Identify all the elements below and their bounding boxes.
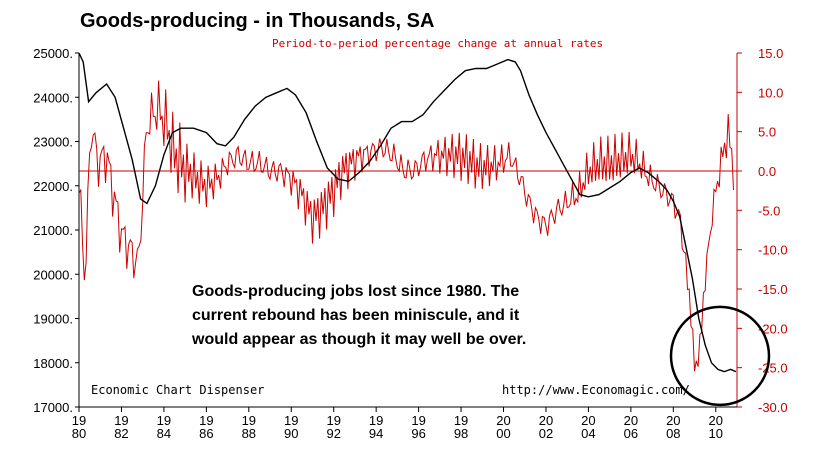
x-axis-tick-label-top: 20 — [666, 413, 680, 428]
annotation-line-1: Goods-producing jobs lost since 1980. Th… — [192, 283, 519, 300]
highlight-circle — [669, 305, 771, 407]
x-axis-tick-label-top: 19 — [326, 413, 340, 428]
x-axis-tick-label-top: 20 — [581, 413, 595, 428]
x-axis-tick-label-bottom: 96 — [411, 426, 425, 441]
left-axis-tick-label: 24000. — [33, 90, 73, 105]
left-axis-tick-label: 18000. — [33, 356, 73, 371]
right-axis-tick-label: -15.0 — [758, 282, 788, 297]
x-axis-tick-label-bottom: 00 — [496, 426, 510, 441]
x-axis-tick-label-bottom: 86 — [199, 426, 213, 441]
x-axis-tick-label-top: 19 — [114, 413, 128, 428]
x-axis-tick-label-bottom: 06 — [624, 426, 638, 441]
left-axis-tick-label: 22000. — [33, 179, 73, 194]
goods-producing-series-line — [78, 52, 737, 373]
x-axis-tick-label-bottom: 90 — [284, 426, 298, 441]
x-axis-tick-label-top: 19 — [199, 413, 213, 428]
chart-subtitle: Period-to-period percentage change at an… — [272, 37, 603, 50]
x-axis-ticks: 1980198219841986198819901992199419961998… — [72, 407, 723, 441]
x-axis-tick-label-top: 19 — [454, 413, 468, 428]
percent-change-series-line — [78, 80, 734, 372]
x-axis-tick-label-top: 19 — [369, 413, 383, 428]
x-axis-tick-label-top: 20 — [496, 413, 510, 428]
right-axis-tick-label: 0.0 — [758, 164, 776, 179]
x-axis-tick-label-bottom: 94 — [369, 426, 383, 441]
x-axis-tick-label-top: 20 — [709, 413, 723, 428]
right-axis-tick-label: 10.0 — [758, 85, 783, 100]
right-axis-tick-label: -5.0 — [758, 203, 780, 218]
right-axis-tick-label: -25.0 — [758, 361, 788, 376]
x-axis-tick-label-top: 20 — [624, 413, 638, 428]
right-axis-tick-label: -10.0 — [758, 243, 788, 258]
x-axis-tick-label-bottom: 88 — [242, 426, 256, 441]
x-axis-tick-label-top: 19 — [411, 413, 425, 428]
right-axis-ticks: 15.0 10.0 5.0 0.0 -5.0 -10.0 -15.0 -20.0 -25.0 -3… — [737, 46, 788, 415]
x-axis-tick-label-top: 19 — [72, 413, 86, 428]
left-axis-tick-label: 20000. — [33, 267, 73, 282]
x-axis-tick-label-top: 19 — [157, 413, 171, 428]
x-axis-tick-label-top: 19 — [284, 413, 298, 428]
right-axis-tick-label: -20.0 — [758, 321, 788, 336]
x-axis-tick-label-bottom: 98 — [454, 426, 468, 441]
right-axis-tick-label: -30.0 — [758, 400, 788, 415]
left-axis-tick-label: 17000. — [33, 400, 73, 415]
x-axis-tick-label-bottom: 02 — [539, 426, 553, 441]
x-axis-tick-label-bottom: 08 — [666, 426, 680, 441]
left-axis-tick-label: 23000. — [33, 135, 73, 150]
x-axis-tick-label-bottom: 82 — [114, 426, 128, 441]
left-axis-ticks: 25000. 24000. 23000. 22000. 21000. 20000. 1900… — [33, 46, 79, 415]
x-axis-tick-label-top: 19 — [242, 413, 256, 428]
x-axis-tick-label-bottom: 84 — [157, 426, 171, 441]
left-axis-tick-label: 25000. — [33, 46, 73, 61]
x-axis-tick-label-bottom: 10 — [709, 426, 723, 441]
right-axis-tick-label: 15.0 — [758, 46, 783, 61]
x-axis-tick-label-bottom: 80 — [72, 426, 86, 441]
right-axis-tick-label: 5.0 — [758, 125, 776, 140]
watermark-left: Economic Chart Dispenser — [91, 383, 264, 397]
watermark-right: http://www.Economagic.com/ — [502, 383, 690, 397]
x-axis-tick-label-bottom: 92 — [326, 426, 340, 441]
annotation-line-3: would appear as though it may well be ov… — [191, 331, 526, 348]
chart-title: Goods-producing - in Thousands, SA — [80, 10, 434, 32]
x-axis-tick-label-bottom: 04 — [581, 426, 595, 441]
left-axis-tick-label: 21000. — [33, 223, 73, 238]
annotation-text: Goods-producing jobs lost since 1980. Th… — [191, 283, 526, 348]
left-axis-tick-label: 19000. — [33, 312, 73, 327]
annotation-line-2: current rebound has been miniscule, and … — [192, 307, 520, 324]
x-axis-tick-label-top: 20 — [539, 413, 553, 428]
